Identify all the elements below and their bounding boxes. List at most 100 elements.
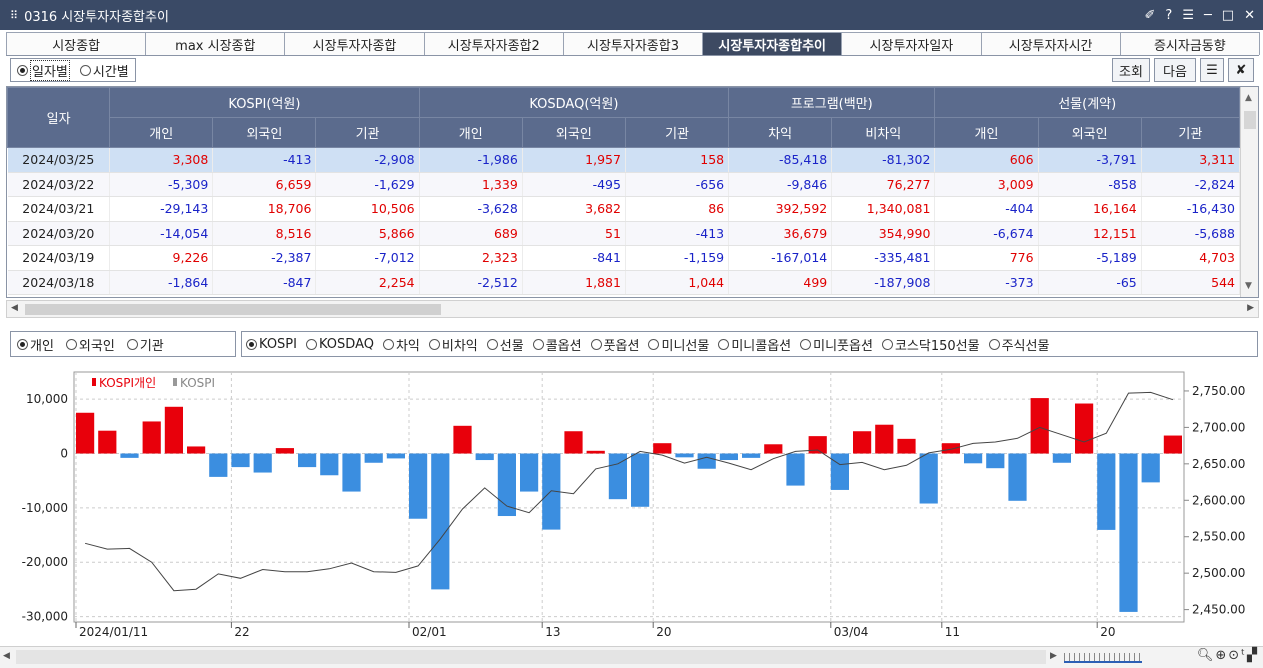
radio-dot[interactable] — [246, 338, 257, 350]
radio-dot[interactable] — [17, 338, 28, 350]
help-icon[interactable]: ? — [1165, 7, 1173, 23]
chart-bar[interactable] — [1163, 435, 1182, 454]
zoom-slider[interactable] — [1064, 653, 1142, 663]
market-radio-4[interactable]: 선물 — [486, 335, 524, 354]
subheader-cell[interactable]: 외국인 — [1037, 117, 1142, 148]
chart-bar[interactable] — [275, 448, 294, 454]
chart-bar[interactable] — [497, 453, 516, 517]
chart-bar[interactable] — [1097, 453, 1116, 530]
chart-bar[interactable] — [209, 453, 228, 477]
market-radio-11[interactable]: 주식선물 — [988, 335, 1049, 354]
chart-bar[interactable] — [386, 453, 405, 459]
subheader-cell[interactable]: 외국인 — [212, 117, 317, 148]
menu-icon[interactable]: ☰ — [1182, 7, 1194, 23]
pin-icon[interactable]: ✐ — [1144, 7, 1156, 23]
chart-bar[interactable] — [409, 453, 428, 519]
tab-investor-daily[interactable]: 시장투자자일자 — [841, 32, 982, 55]
investor-radio-1[interactable]: 외국인 — [65, 335, 115, 354]
tab-investor-trend[interactable]: 시장투자자종합추이 — [702, 32, 843, 55]
table-row[interactable]: 2024/03/20 -14,054 8,516 5,866 689 51 -413 36,6… — [7, 221, 1241, 246]
chart-bar[interactable] — [875, 424, 894, 454]
chart-settings-icon[interactable]: ▞ — [1247, 648, 1257, 663]
scroll-up-icon[interactable]: ▲ — [1245, 93, 1252, 103]
chart-bar[interactable] — [586, 450, 605, 454]
vertical-scrollbar[interactable]: ▲ ▼ — [1240, 87, 1258, 297]
subheader-cell[interactable]: 개인 — [109, 117, 214, 148]
chart-bar[interactable] — [76, 412, 95, 454]
radio-dot[interactable] — [428, 338, 440, 350]
table-row[interactable]: 2024/03/25 3,308 -413 -2,908 -1,986 1,957 158-… — [7, 147, 1241, 173]
subheader-cell[interactable]: 기관 — [1140, 117, 1241, 148]
chart-bar[interactable] — [1052, 453, 1071, 463]
subheader-cell[interactable]: 비차익 — [831, 117, 936, 148]
chart-bar[interactable] — [941, 443, 960, 454]
radio-dot[interactable] — [305, 338, 317, 350]
chart-bar[interactable] — [653, 443, 672, 454]
tab-investor-summary-2[interactable]: 시장투자자종합2 — [423, 32, 564, 55]
tab-fund-flow[interactable]: 증시자금동향 — [1119, 32, 1260, 55]
radio-dot[interactable] — [648, 338, 660, 350]
radio-daily[interactable]: 일자별 — [17, 59, 70, 81]
chart-bar[interactable] — [253, 453, 272, 473]
query-button[interactable]: 조회 — [1112, 58, 1150, 82]
chart-bar[interactable] — [342, 453, 361, 492]
radio-dot[interactable] — [718, 338, 730, 350]
chart-bar[interactable] — [1075, 403, 1094, 454]
radio-dot[interactable] — [17, 64, 28, 76]
chart-bar[interactable] — [719, 453, 738, 461]
horizontal-scrollbar[interactable]: ◀ ▶ — [6, 300, 1259, 318]
chart-bar[interactable] — [98, 430, 117, 454]
chart-bar[interactable] — [364, 453, 383, 463]
tab-investor-summary[interactable]: 시장투자자종합 — [284, 32, 425, 55]
chart-svg[interactable]: 10,000 0 -10,000 -20,000 -30,000 2,750.00 2,70… — [6, 364, 1259, 644]
radio-dot[interactable] — [988, 338, 1000, 350]
zoom-out-icon[interactable]: 🔍︎ — [1196, 648, 1214, 663]
market-radio-9[interactable]: 미니풋옵션 — [800, 335, 873, 354]
next-button[interactable]: 다음 — [1154, 58, 1196, 82]
zoom-in-icon[interactable]: ⊕ — [1215, 648, 1227, 663]
chart-bar[interactable] — [1141, 453, 1160, 483]
market-radio-3[interactable]: 비차익 — [428, 335, 478, 354]
table-row[interactable]: 2024/03/19 9,226 -2,387 -7,012 2,323 -841 -1,1… — [7, 245, 1241, 271]
chart-bar[interactable] — [853, 431, 872, 454]
chart-bar[interactable] — [431, 453, 450, 590]
radio-dot[interactable] — [65, 338, 77, 350]
chart-bar[interactable] — [142, 421, 161, 454]
chart-bar[interactable] — [1008, 453, 1027, 501]
subheader-cell[interactable]: 기관 — [624, 117, 730, 148]
chart-bar[interactable] — [231, 453, 250, 468]
table-row[interactable]: 2024/03/18 -1,864 -847 2,254 -2,512 1,881 1,04… — [7, 270, 1241, 295]
chart-scroll-bar[interactable]: ◀ ▶ 🔍︎ ⊕ ⊙ ᵗ ▞ — [0, 646, 1263, 668]
subheader-cell[interactable]: 외국인 — [521, 117, 626, 148]
chart-bar[interactable] — [1119, 453, 1138, 612]
chart-bar[interactable] — [675, 453, 694, 458]
chart-bar[interactable] — [919, 453, 938, 504]
chart-bar[interactable] — [697, 453, 716, 469]
excel-icon[interactable]: ✘ — [1228, 58, 1254, 82]
table-row[interactable]: 2024/03/22 -5,309 6,659 -1,629 1,339 -495 -656… — [7, 172, 1241, 197]
table-row[interactable]: 2024/03/21 -29,143 18,706 10,506 -3,628 3,682… — [7, 196, 1241, 222]
radio-dot[interactable] — [800, 338, 812, 350]
chart-bar[interactable] — [298, 453, 317, 468]
tab-investor-time[interactable]: 시장투자자시간 — [980, 32, 1121, 55]
scroll-left-icon[interactable]: ◀ — [3, 651, 10, 661]
chart-bar[interactable] — [808, 436, 827, 454]
chart-bar[interactable] — [120, 453, 139, 458]
tab-investor-summary-3[interactable]: 시장투자자종합3 — [562, 32, 704, 55]
investor-radio-0[interactable]: 개인 — [17, 335, 54, 354]
radio-dot[interactable] — [126, 338, 138, 350]
radio-time[interactable]: 시간별 — [79, 61, 129, 80]
chart-bar[interactable] — [964, 453, 983, 464]
market-radio-10[interactable]: 코스닥150선물 — [881, 335, 980, 354]
market-radio-5[interactable]: 콜옵션 — [532, 335, 582, 354]
chart-bar[interactable] — [742, 453, 761, 458]
close-icon[interactable]: ✕ — [1244, 7, 1255, 23]
scroll-thumb[interactable] — [1244, 111, 1256, 129]
market-radio-7[interactable]: 미니선물 — [648, 335, 709, 354]
chart-bar[interactable] — [164, 406, 183, 454]
maximize-icon[interactable]: □ — [1221, 7, 1235, 23]
list-icon[interactable]: ☰ — [1200, 58, 1224, 82]
chart-bar[interactable] — [830, 453, 849, 490]
chart-bar[interactable] — [320, 453, 339, 476]
header-date[interactable]: 일자 — [7, 87, 111, 148]
